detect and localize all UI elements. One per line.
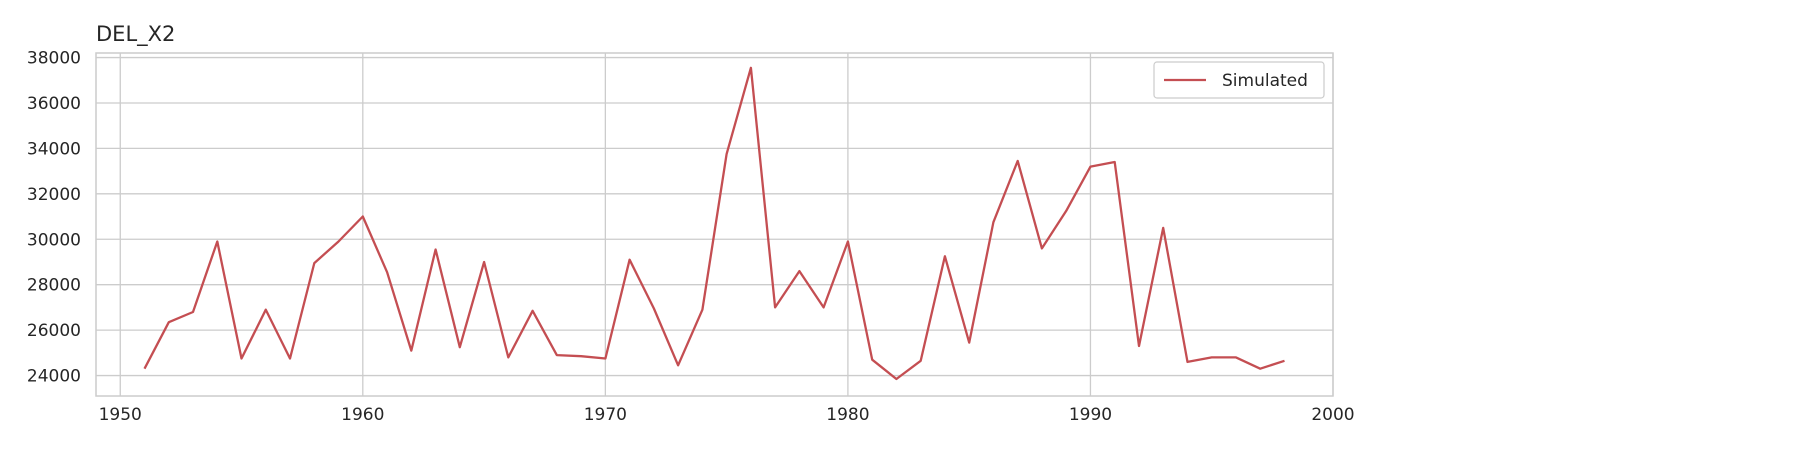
series-line bbox=[143, 66, 1285, 381]
y-tick-label: 38000 bbox=[27, 49, 81, 69]
y-axis-ticks: 24000 26000 28000 30000 32000 34000 36000 38000 bbox=[27, 49, 81, 387]
y-tick-label: 24000 bbox=[27, 367, 81, 387]
y-tick-label: 28000 bbox=[27, 276, 81, 296]
series-layer bbox=[143, 66, 1285, 381]
legend-label: Simulated bbox=[1222, 71, 1308, 91]
x-tick-label: 2000 bbox=[1311, 405, 1354, 425]
x-tick-label: 1990 bbox=[1069, 405, 1112, 425]
x-tick-label: 1960 bbox=[341, 405, 384, 425]
legend-box bbox=[1153, 61, 1325, 99]
legend: Simulated bbox=[1153, 61, 1325, 99]
x-tick-label: 1950 bbox=[99, 405, 142, 425]
y-tick-label: 26000 bbox=[27, 321, 81, 341]
y-tick-label: 36000 bbox=[27, 94, 81, 114]
y-tick-label: 32000 bbox=[27, 185, 81, 205]
x-tick-label: 1980 bbox=[826, 405, 869, 425]
y-tick-label: 34000 bbox=[27, 139, 81, 159]
chart-title: DEL_X2 bbox=[96, 22, 175, 47]
y-tick-label: 30000 bbox=[27, 230, 81, 250]
plot-frame bbox=[95, 52, 1334, 397]
x-tick-label: 1970 bbox=[584, 405, 627, 425]
x-axis-ticks: 1950 1960 1970 1980 1990 2000 bbox=[99, 405, 1355, 425]
